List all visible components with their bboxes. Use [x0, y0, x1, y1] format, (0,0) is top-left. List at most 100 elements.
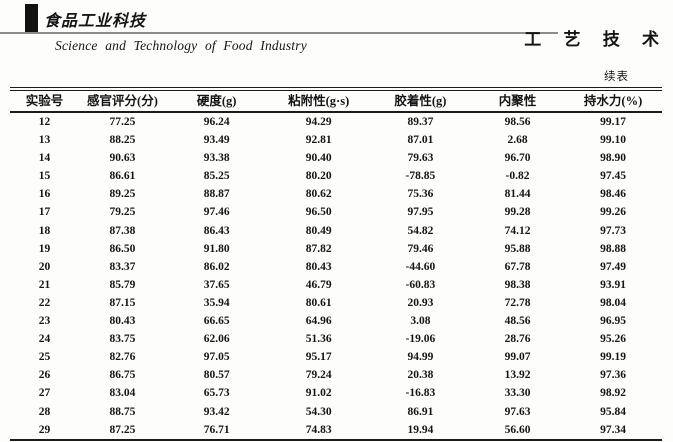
column-header: 内聚性: [470, 90, 565, 113]
table-cell: 86.02: [203, 260, 230, 273]
column-header: 实验号: [10, 90, 80, 113]
column-header: 胶着性(g): [369, 90, 471, 113]
table-cell: 98.92: [600, 387, 627, 400]
table-cell: 33.30: [504, 387, 531, 400]
table-cell: 97.45: [600, 170, 627, 183]
experiment-id-cell: 27: [38, 387, 51, 400]
experiment-id-cell: 24: [38, 333, 51, 346]
table-row: 25 82.76 97.05 95.17 94.99 99.07 99.19: [10, 348, 662, 366]
table-cell: 99.10: [600, 134, 627, 147]
experiment-id-cell: 25: [38, 351, 51, 364]
table-cell: 96.24: [203, 116, 230, 128]
column-header: 硬度(g): [165, 90, 268, 113]
table-cell: 98.46: [600, 188, 627, 201]
table-cell: 99.07: [504, 351, 531, 364]
table-cell: 97.49: [600, 260, 627, 273]
table-cell: 97.34: [600, 423, 627, 436]
table-cell: 81.44: [504, 188, 531, 201]
table-cell: 93.38: [203, 152, 230, 165]
table-cell: 2.68: [507, 134, 528, 147]
table-cell: -16.83: [405, 387, 436, 400]
table-cell: 96.95: [600, 315, 627, 328]
table-cell: 93.91: [600, 278, 627, 291]
table-cell: 97.05: [203, 351, 230, 364]
table-cell: -78.85: [405, 170, 436, 183]
table-row: 18 87.38 86.43 80.49 54.82 74.12 97.73: [10, 222, 662, 240]
table-cell: 80.57: [203, 369, 230, 382]
table-cell: 87.82: [305, 242, 332, 255]
table-cell: 35.94: [203, 296, 230, 309]
column-header: 粘附性(g·s): [267, 90, 370, 113]
header-divider: [0, 32, 558, 34]
experiment-id-cell: 12: [38, 116, 51, 128]
table-cell: 97.63: [504, 405, 531, 418]
table-row: 19 86.50 91.80 87.82 79.46 95.88 98.88: [10, 240, 662, 258]
table-cell: 46.79: [305, 278, 332, 291]
table-cell: -19.06: [405, 333, 436, 346]
continued-table-label: 续表: [604, 71, 629, 83]
table-cell: 87.38: [109, 224, 136, 237]
table-row: 20 83.37 86.02 80.43 -44.60 67.78 97.49: [10, 258, 662, 276]
logo-bar-mark: [25, 4, 38, 33]
table-cell: 51.36: [305, 333, 332, 346]
experiment-id-cell: 22: [38, 296, 51, 309]
table-cell: 86.75: [109, 369, 136, 382]
table-cell: 85.25: [203, 170, 230, 183]
table-cell: 54.30: [305, 405, 332, 418]
table-cell: 20.93: [407, 296, 434, 309]
table-cell: 65.73: [203, 387, 230, 400]
table-cell: 74.12: [504, 224, 531, 237]
table-cell: 90.63: [109, 152, 136, 165]
table-cell: 91.02: [305, 387, 332, 400]
table-cell: 95.84: [600, 405, 627, 418]
table-cell: 54.82: [407, 224, 434, 237]
column-header: 感官评分(分): [79, 90, 166, 113]
table-row: 26 86.75 80.57 79.24 20.38 13.92 97.36: [10, 366, 662, 384]
experiment-id-cell: 29: [38, 423, 51, 436]
section-label: 工 艺 技 术: [524, 30, 668, 49]
table-cell: 37.65: [203, 278, 230, 291]
table-cell: 87.15: [109, 296, 136, 309]
table-row: 17 79.25 97.46 96.50 97.95 99.28 99.26: [10, 203, 662, 221]
table-cell: 80.43: [109, 315, 136, 328]
table-cell: 99.26: [600, 206, 627, 219]
table-row: 12 77.25 96.24 94.29 89.37 98.56 99.17: [10, 112, 662, 131]
table-row: 21 85.79 37.65 46.79 -60.83 98.38 93.91: [10, 276, 662, 294]
table-row: 16 89.25 88.87 80.62 75.36 81.44 98.46: [10, 185, 662, 203]
table-cell: 83.04: [109, 387, 136, 400]
table-row: 24 83.75 62.06 51.36 -19.06 28.76 95.26: [10, 330, 662, 348]
table-cell: 97.95: [407, 206, 434, 219]
table-cell: 95.88: [504, 242, 531, 255]
table-row: 27 83.04 65.73 91.02 -16.83 33.30 98.92: [10, 384, 662, 402]
table-cell: 94.99: [407, 351, 434, 364]
journal-name-en: Science and Technology of Food Industry: [55, 38, 307, 53]
table-cell: 98.38: [504, 278, 531, 291]
table-cell: -60.83: [405, 278, 436, 291]
table-row: 23 80.43 66.65 64.96 3.08 48.56 96.95: [10, 312, 662, 330]
table-cell: 93.49: [203, 134, 230, 147]
experiment-id-cell: 15: [38, 170, 51, 183]
table-cell: 67.78: [504, 260, 531, 273]
experiment-id-cell: 17: [38, 206, 51, 219]
table-cell: 89.37: [407, 116, 434, 128]
table-cell: 72.78: [504, 296, 531, 309]
table-cell: 87.25: [109, 423, 136, 436]
table-cell: 48.56: [504, 315, 531, 328]
experiment-id-cell: 21: [38, 278, 51, 291]
table-cell: 83.37: [109, 260, 136, 273]
table-cell: 80.61: [305, 296, 332, 309]
table-cell: 77.25: [109, 116, 136, 128]
table-cell: 92.81: [305, 134, 332, 147]
table-cell: 88.87: [203, 188, 230, 201]
table-cell: 79.46: [407, 242, 434, 255]
table-row: 13 88.25 93.49 92.81 87.01 2.68 99.10: [10, 131, 662, 149]
table-cell: 79.63: [407, 152, 434, 165]
table-row: 15 86.61 85.25 80.20 -78.85 -0.82 97.45: [10, 167, 662, 185]
experiment-id-cell: 16: [38, 188, 51, 201]
results-table-wrap: 实验号 感官评分(分) 硬度(g) 粘附性(g·s) 胶着性(g) 内聚性 持水力(%) 1…: [10, 87, 662, 441]
table-cell: 98.88: [600, 242, 627, 255]
table-cell: 90.40: [305, 152, 332, 165]
table-cell: 98.90: [600, 152, 627, 165]
table-cell: 66.65: [203, 315, 230, 328]
